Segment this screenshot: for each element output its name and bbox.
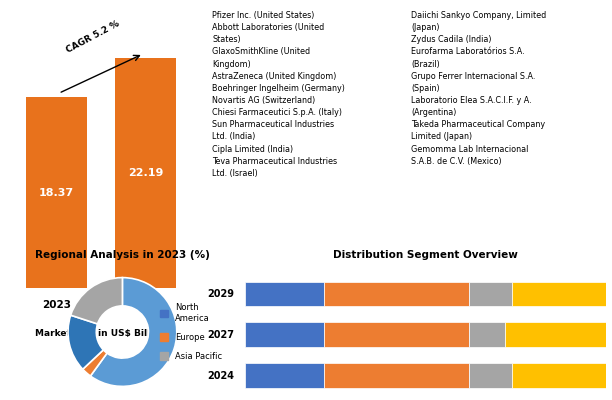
Bar xyxy=(469,282,512,306)
Bar xyxy=(469,363,512,388)
Text: 22.19: 22.19 xyxy=(128,168,163,178)
Bar xyxy=(245,363,324,388)
Bar xyxy=(26,98,87,288)
Text: Pfizer Inc. (United States)
Abbott Laboratories (United
States)
GlaxoSmithKline : Pfizer Inc. (United States) Abbott Labor… xyxy=(212,11,345,178)
Bar xyxy=(469,322,505,347)
Wedge shape xyxy=(83,350,107,376)
Bar xyxy=(324,282,469,306)
Text: 2029: 2029 xyxy=(131,300,160,310)
Text: 18.37: 18.37 xyxy=(39,188,74,198)
Bar xyxy=(324,363,469,388)
Text: 2024: 2024 xyxy=(207,370,234,380)
Bar xyxy=(512,282,606,306)
Title: Regional Analysis in 2023 (%): Regional Analysis in 2023 (%) xyxy=(35,250,210,260)
Text: 2029: 2029 xyxy=(207,289,234,299)
Text: Daiichi Sankyo Company, Limited
(Japan)
Zydus Cadila (India)
Eurofarma Laboratór: Daiichi Sankyo Company, Limited (Japan) … xyxy=(411,11,546,166)
Bar xyxy=(505,322,606,347)
Wedge shape xyxy=(68,315,103,369)
Bar xyxy=(245,322,324,347)
Text: CAGR 5.2 %: CAGR 5.2 % xyxy=(65,19,121,55)
Bar xyxy=(245,282,324,306)
Bar xyxy=(512,363,606,388)
Bar xyxy=(115,58,176,288)
Bar xyxy=(324,322,469,347)
Wedge shape xyxy=(70,278,122,324)
Text: 2023: 2023 xyxy=(42,300,71,310)
Title: Distribution Segment Overview: Distribution Segment Overview xyxy=(333,250,518,260)
Legend: North
America, Europe, Asia Pacific: North America, Europe, Asia Pacific xyxy=(157,300,225,364)
Text: 2027: 2027 xyxy=(207,330,234,340)
Text: Market Size in US$ Billion: Market Size in US$ Billion xyxy=(35,330,166,338)
Wedge shape xyxy=(91,278,177,386)
